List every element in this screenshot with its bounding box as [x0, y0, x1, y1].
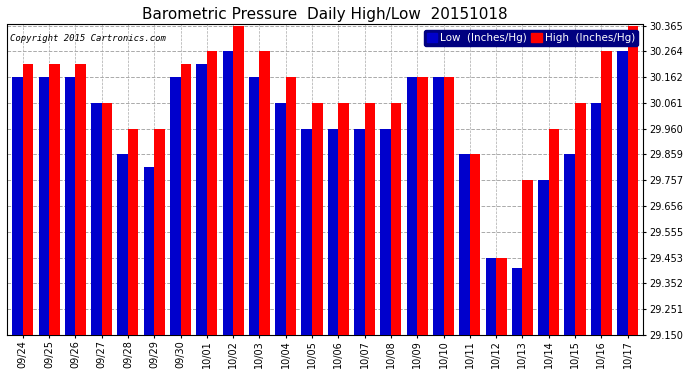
Bar	[65, 77, 75, 334]
Bar	[496, 258, 506, 334]
Bar	[628, 26, 638, 334]
Bar	[470, 154, 480, 334]
Bar	[144, 167, 155, 334]
Bar	[23, 64, 33, 334]
Bar	[549, 129, 559, 334]
Bar	[575, 103, 586, 334]
Bar	[312, 103, 322, 334]
Bar	[155, 129, 165, 334]
Bar	[12, 77, 23, 334]
Bar	[223, 51, 233, 334]
Bar	[259, 51, 270, 334]
Bar	[538, 180, 549, 334]
Bar	[75, 64, 86, 334]
Bar	[91, 103, 101, 334]
Bar	[286, 77, 296, 334]
Bar	[522, 180, 533, 334]
Bar	[417, 77, 428, 334]
Bar	[249, 77, 259, 334]
Bar	[564, 154, 575, 334]
Bar	[128, 129, 139, 334]
Bar	[391, 103, 402, 334]
Bar	[354, 129, 364, 334]
Bar	[406, 77, 417, 334]
Bar	[601, 51, 612, 334]
Bar	[207, 51, 217, 334]
Bar	[444, 77, 454, 334]
Bar	[364, 103, 375, 334]
Bar	[617, 51, 628, 334]
Bar	[328, 129, 338, 334]
Bar	[486, 258, 496, 334]
Bar	[433, 77, 444, 334]
Bar	[181, 64, 191, 334]
Bar	[380, 129, 391, 334]
Bar	[117, 154, 128, 334]
Bar	[591, 103, 601, 334]
Bar	[39, 77, 49, 334]
Bar	[233, 26, 244, 334]
Legend: Low  (Inches/Hg), High  (Inches/Hg): Low (Inches/Hg), High (Inches/Hg)	[424, 30, 638, 46]
Title: Barometric Pressure  Daily High/Low  20151018: Barometric Pressure Daily High/Low 20151…	[142, 7, 508, 22]
Bar	[101, 103, 112, 334]
Bar	[302, 129, 312, 334]
Bar	[512, 268, 522, 334]
Bar	[49, 64, 59, 334]
Bar	[275, 103, 286, 334]
Bar	[338, 103, 349, 334]
Bar	[170, 77, 181, 334]
Bar	[196, 64, 207, 334]
Text: Copyright 2015 Cartronics.com: Copyright 2015 Cartronics.com	[10, 34, 166, 43]
Bar	[460, 154, 470, 334]
